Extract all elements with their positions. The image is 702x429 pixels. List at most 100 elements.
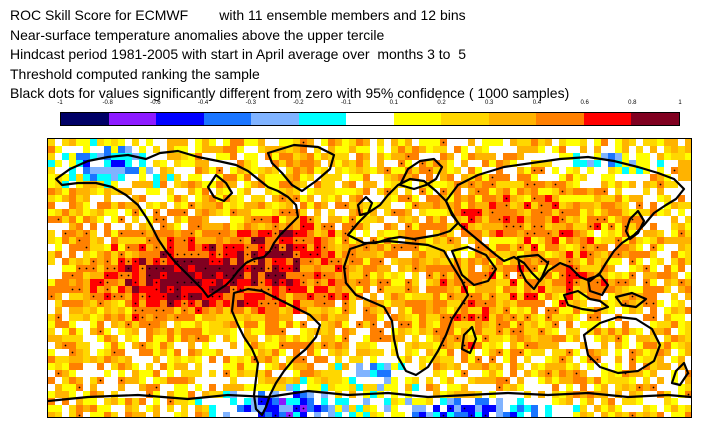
significance-dot <box>197 309 200 312</box>
skill-cell <box>398 167 405 174</box>
skill-cell <box>202 314 209 321</box>
skill-cell <box>664 384 671 391</box>
skill-cell <box>174 230 181 237</box>
skill-cell <box>69 279 76 286</box>
skill-cell <box>286 307 293 314</box>
skill-cell <box>265 321 272 328</box>
significance-dot <box>155 260 158 263</box>
skill-cell <box>664 153 671 160</box>
skill-cell <box>83 377 90 384</box>
skill-cell <box>76 146 83 153</box>
skill-cell <box>146 314 153 321</box>
skill-cell <box>461 153 468 160</box>
skill-cell <box>566 188 573 195</box>
skill-cell <box>587 209 594 216</box>
skill-cell <box>517 195 524 202</box>
skill-cell <box>678 398 685 405</box>
skill-cell <box>398 216 405 223</box>
skill-cell <box>377 384 384 391</box>
skill-cell <box>461 167 468 174</box>
skill-cell <box>622 146 629 153</box>
skill-cell <box>608 405 615 412</box>
skill-cell <box>62 349 69 356</box>
skill-cell <box>286 174 293 181</box>
skill-cell <box>433 230 440 237</box>
skill-cell <box>286 244 293 251</box>
skill-cell <box>202 342 209 349</box>
skill-cell <box>573 188 580 195</box>
skill-cell <box>251 139 258 146</box>
skill-cell <box>321 167 328 174</box>
significance-dot <box>491 183 494 186</box>
significance-dot <box>253 218 256 221</box>
skill-cell <box>398 209 405 216</box>
skill-cell <box>475 181 482 188</box>
significance-dot <box>106 281 109 284</box>
skill-cell <box>223 139 230 146</box>
skill-cell <box>104 398 111 405</box>
skill-cell <box>83 363 90 370</box>
skill-cell <box>146 412 153 417</box>
skill-cell <box>426 398 433 405</box>
significance-dot <box>225 246 228 249</box>
skill-cell <box>636 258 643 265</box>
skill-cell <box>538 363 545 370</box>
skill-cell <box>664 293 671 300</box>
skill-cell <box>650 272 657 279</box>
skill-cell <box>69 293 76 300</box>
skill-cell <box>216 398 223 405</box>
skill-cell <box>419 335 426 342</box>
skill-cell <box>279 314 286 321</box>
skill-cell <box>335 370 342 377</box>
skill-cell <box>132 328 139 335</box>
skill-cell <box>104 223 111 230</box>
skill-cell <box>657 405 664 412</box>
skill-cell <box>657 307 664 314</box>
skill-cell <box>377 398 384 405</box>
skill-cell <box>195 300 202 307</box>
title-line-3: Hindcast period 1981-2005 with start in … <box>10 46 467 62</box>
skill-cell <box>146 258 153 265</box>
skill-cell <box>146 167 153 174</box>
skill-cell <box>321 153 328 160</box>
skill-cell <box>328 153 335 160</box>
skill-cell <box>62 160 69 167</box>
skill-cell <box>538 174 545 181</box>
significance-dot <box>505 197 508 200</box>
significance-dot <box>631 218 634 221</box>
skill-cell <box>482 160 489 167</box>
skill-cell <box>468 335 475 342</box>
significance-dot <box>344 309 347 312</box>
colorbar-swatch <box>441 113 489 125</box>
skill-cell <box>244 398 251 405</box>
skill-cell <box>587 279 594 286</box>
skill-cell <box>83 328 90 335</box>
skill-cell <box>671 272 678 279</box>
skill-cell <box>223 307 230 314</box>
significance-dot <box>113 267 116 270</box>
skill-cell <box>132 237 139 244</box>
significance-dot <box>624 281 627 284</box>
significance-dot <box>519 330 522 333</box>
skill-cell <box>83 153 90 160</box>
skill-cell <box>216 237 223 244</box>
skill-cell <box>657 237 664 244</box>
skill-cell <box>69 146 76 153</box>
skill-cell <box>545 335 552 342</box>
skill-cell <box>391 139 398 146</box>
skill-cell <box>153 363 160 370</box>
skill-cell <box>62 370 69 377</box>
skill-cell <box>664 160 671 167</box>
skill-cell <box>62 265 69 272</box>
skill-cell <box>664 195 671 202</box>
skill-cell <box>363 230 370 237</box>
skill-cell <box>601 405 608 412</box>
skill-cell <box>118 202 125 209</box>
skill-cell <box>671 139 678 146</box>
significance-dot <box>155 288 158 291</box>
significance-dot <box>463 372 466 375</box>
skill-cell <box>90 412 97 417</box>
skill-cell <box>209 160 216 167</box>
skill-cell <box>244 321 251 328</box>
skill-cell <box>251 188 258 195</box>
